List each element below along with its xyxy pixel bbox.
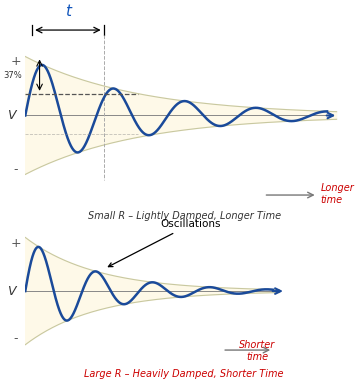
Text: Shorter
time: Shorter time [239,340,275,362]
Text: +: + [10,237,21,250]
Text: t: t [65,5,71,20]
Text: Small R – Lightly Damped, Longer Time: Small R – Lightly Damped, Longer Time [88,211,280,221]
Text: -: - [13,163,18,176]
Text: Large R – Heavily Damped, Shorter Time: Large R – Heavily Damped, Shorter Time [84,369,284,379]
Text: Longer
time: Longer time [321,183,355,205]
Polygon shape [25,57,336,174]
Text: -: - [13,332,18,345]
Text: V: V [7,285,15,298]
Text: Oscillations: Oscillations [108,219,221,267]
Text: V: V [7,109,15,122]
Text: +: + [10,55,21,68]
Text: 37%: 37% [3,70,22,80]
Polygon shape [25,237,279,345]
